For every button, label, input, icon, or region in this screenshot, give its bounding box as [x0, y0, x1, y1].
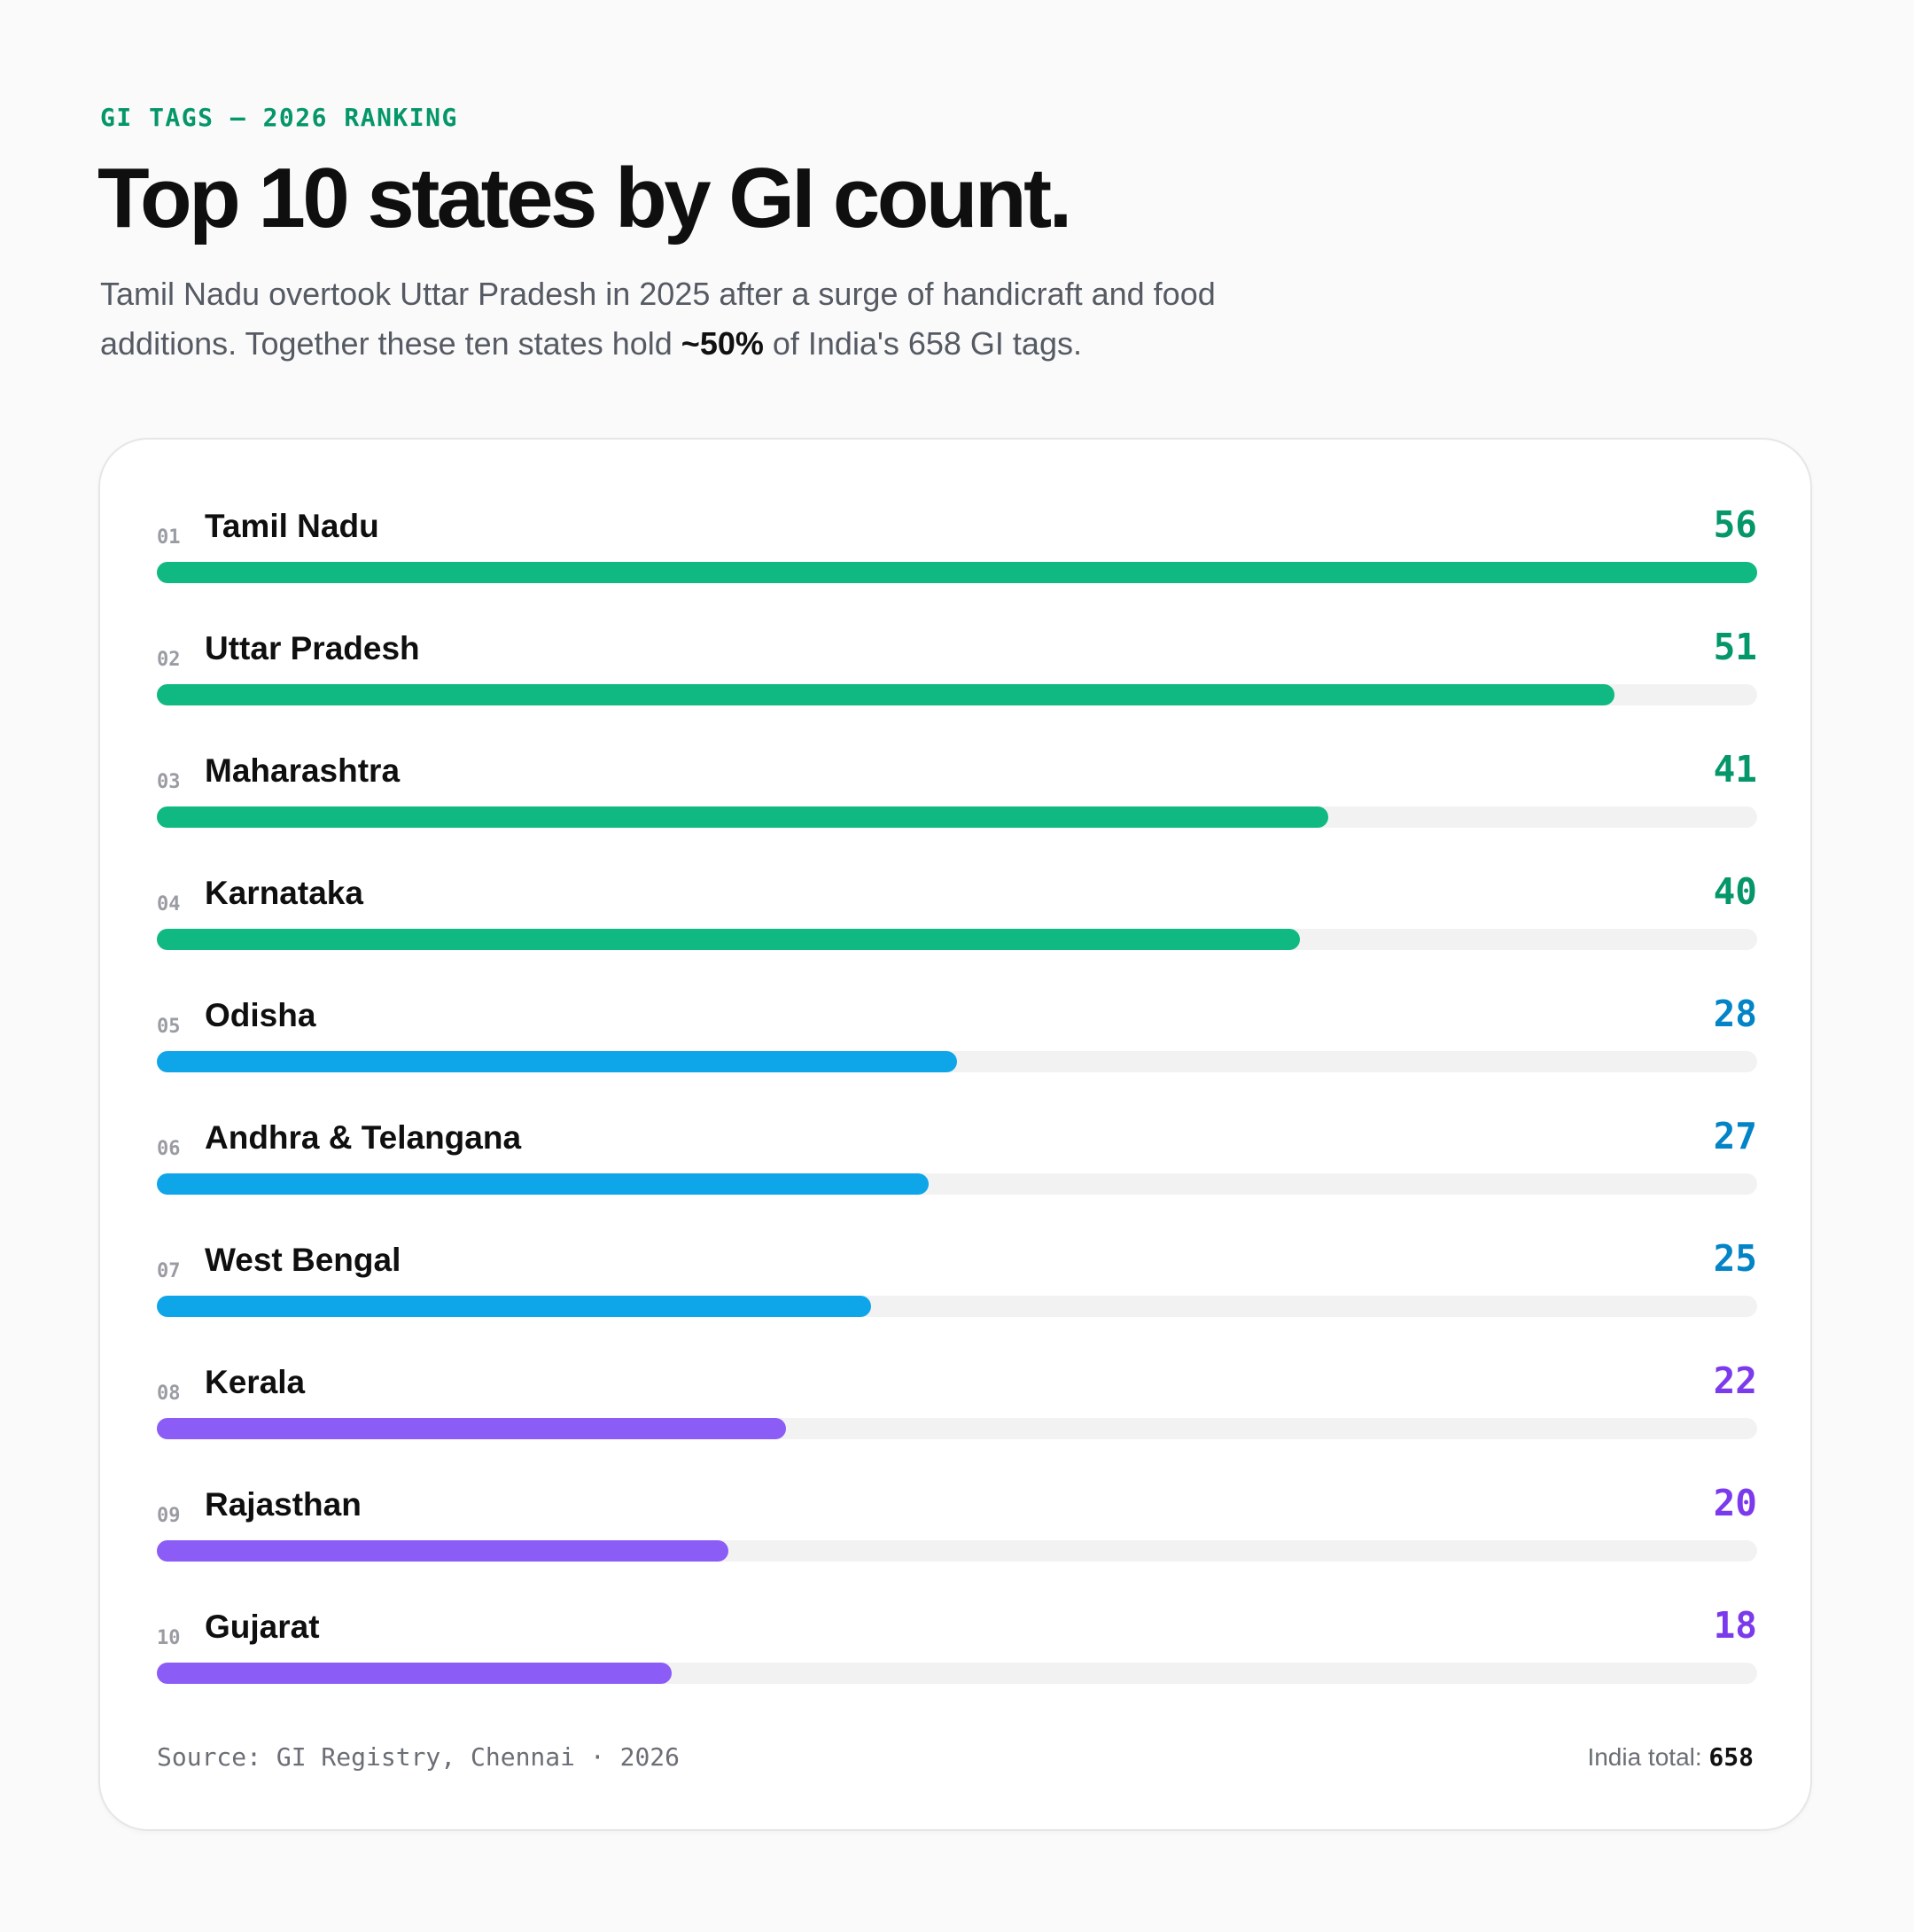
value-label: 22: [1713, 1359, 1757, 1402]
value-label: 51: [1713, 626, 1757, 668]
bar-track: [157, 1540, 1757, 1562]
bar-track: [157, 1296, 1757, 1317]
bar-row: 03 Maharashtra 41: [157, 748, 1757, 837]
page-subtitle: Tamil Nadu overtook Uttar Pradesh in 202…: [100, 269, 1341, 369]
rank-label: 07: [157, 1260, 181, 1282]
subtitle-text-start: Tamil Nadu overtook Uttar Pradesh in 202…: [100, 276, 1216, 362]
rank-label: 06: [157, 1138, 181, 1160]
value-label: 40: [1713, 870, 1757, 913]
state-label: Andhra & Telangana: [205, 1119, 522, 1156]
bar-track: [157, 1173, 1757, 1195]
bar-fill: [157, 929, 1300, 950]
state-label: Odisha: [205, 997, 316, 1033]
state-label: Maharashtra: [205, 752, 401, 789]
bar-fill: [157, 806, 1328, 828]
bar-row: 04 Karnataka 40: [157, 870, 1757, 959]
bar-fill: [157, 1540, 728, 1562]
bar-track: [157, 1418, 1757, 1439]
state-label: West Bengal: [205, 1242, 401, 1278]
india-total: India total: 658: [1587, 1742, 1754, 1772]
bar-track: [157, 1663, 1757, 1684]
bar-fill: [157, 562, 1757, 583]
value-label: 27: [1713, 1115, 1757, 1157]
bar-fill: [157, 1296, 871, 1317]
subtitle-emphasis: ~50%: [681, 325, 764, 362]
rank-label: 08: [157, 1383, 181, 1405]
rank-label: 10: [157, 1627, 181, 1649]
value-label: 56: [1713, 503, 1757, 546]
value-label: 20: [1713, 1482, 1757, 1524]
state-label: Tamil Nadu: [205, 508, 379, 544]
rank-label: 01: [157, 526, 181, 549]
bar-fill: [157, 1663, 672, 1684]
source-note: Source: GI Registry, Chennai · 2026: [157, 1742, 681, 1772]
state-label: Karnataka: [205, 875, 363, 911]
page-title: Top 10 states by GI count.: [97, 151, 1072, 245]
rank-label: 04: [157, 893, 181, 915]
bar-fill: [157, 1173, 929, 1195]
value-label: 18: [1713, 1604, 1757, 1647]
bar-row: 08 Kerala 22: [157, 1359, 1757, 1448]
india-total-label: India total:: [1587, 1743, 1702, 1771]
rank-label: 03: [157, 771, 181, 793]
bar-track: [157, 684, 1757, 705]
bar-row: 02 Uttar Pradesh 51: [157, 626, 1757, 714]
state-label: Rajasthan: [205, 1486, 362, 1523]
rank-label: 09: [157, 1505, 181, 1527]
bar-row: 01 Tamil Nadu 56: [157, 503, 1757, 592]
state-label: Uttar Pradesh: [205, 630, 420, 666]
ranking-card: 01 Tamil Nadu 56 02 Uttar Pradesh 51 03 Maharas…: [98, 438, 1812, 1831]
value-label: 28: [1713, 993, 1757, 1035]
bar-fill: [157, 684, 1614, 705]
bar-track: [157, 562, 1757, 583]
bar-track: [157, 1051, 1757, 1072]
india-total-value: 658: [1708, 1742, 1754, 1772]
bar-row: 07 West Bengal 25: [157, 1237, 1757, 1326]
bar-row: 05 Odisha 28: [157, 993, 1757, 1081]
bar-track: [157, 929, 1757, 950]
bar-row: 06 Andhra & Telangana 27: [157, 1115, 1757, 1204]
value-label: 25: [1713, 1237, 1757, 1280]
bar-fill: [157, 1051, 957, 1072]
subtitle-text-end: of India's 658 GI tags.: [763, 325, 1082, 362]
bar-fill: [157, 1418, 786, 1439]
bar-row: 09 Rajasthan 20: [157, 1482, 1757, 1570]
value-label: 41: [1713, 748, 1757, 791]
rank-label: 02: [157, 649, 181, 671]
bar-track: [157, 806, 1757, 828]
state-label: Gujarat: [205, 1609, 320, 1645]
eyebrow-label: GI TAGS — 2026 RANKING: [100, 103, 458, 132]
rank-label: 05: [157, 1016, 181, 1038]
state-label: Kerala: [205, 1364, 306, 1400]
bar-row: 10 Gujarat 18: [157, 1604, 1757, 1693]
